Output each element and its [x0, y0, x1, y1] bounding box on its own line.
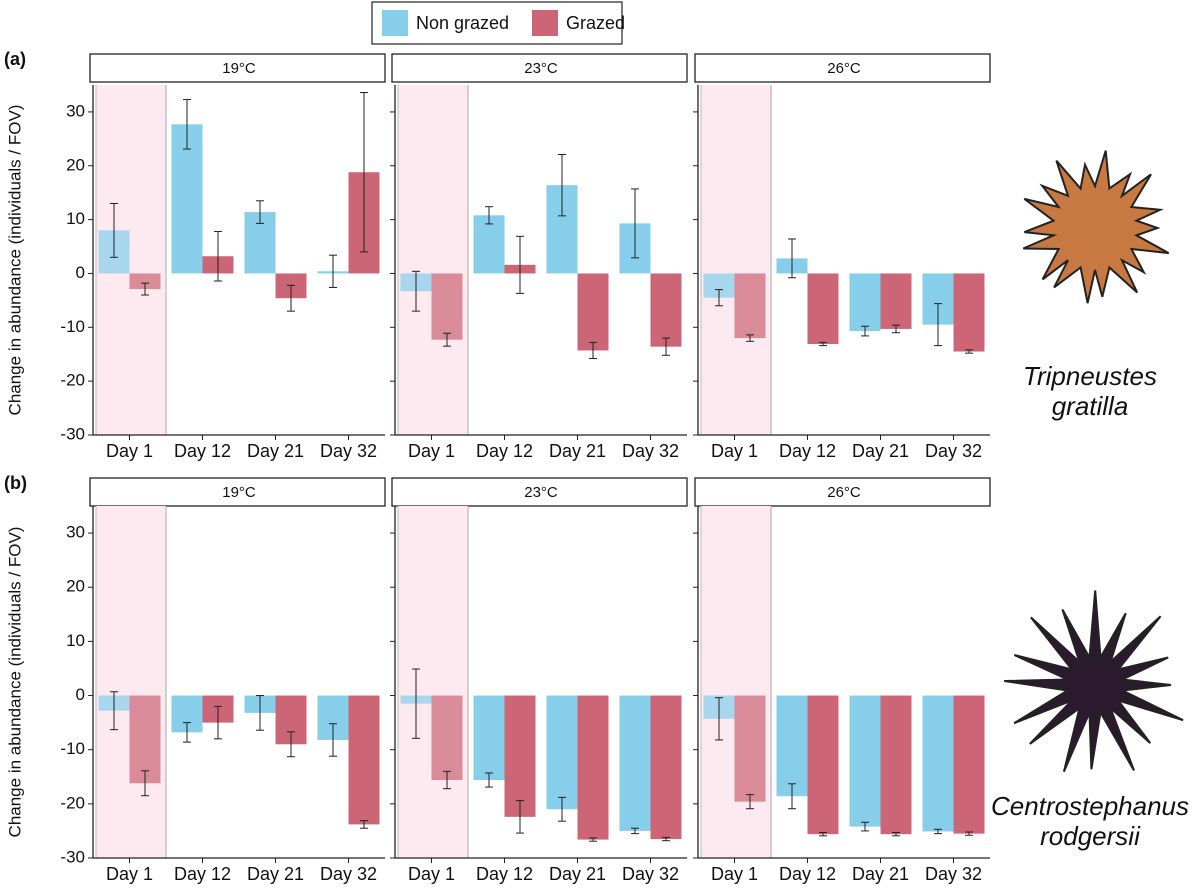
y-tick-label: 10 — [66, 209, 85, 228]
x-tick-label: Day 12 — [476, 441, 533, 461]
shade — [701, 85, 771, 435]
legend-label: Non grazed — [416, 13, 509, 33]
strip — [89, 477, 386, 507]
x-tick-label: Day 32 — [925, 441, 982, 461]
panel-title: 26°C — [827, 60, 861, 77]
panel-title: 19°C — [222, 484, 256, 501]
bar — [734, 273, 766, 339]
strip — [391, 477, 688, 507]
x-tick-label: Day 12 — [476, 864, 533, 884]
legend-swatch — [532, 10, 558, 36]
y-tick-label: 10 — [66, 631, 85, 650]
bar — [734, 695, 766, 802]
x-tick-label: Day 32 — [622, 441, 679, 461]
bar — [849, 273, 881, 332]
x-tick-label: Day 21 — [549, 864, 606, 884]
x-tick-label: Day 32 — [622, 864, 679, 884]
panel-label: (a) — [4, 49, 26, 69]
bar — [849, 695, 881, 827]
bar — [546, 695, 578, 810]
x-tick-label: Day 21 — [549, 441, 606, 461]
strip — [694, 53, 991, 83]
bar — [473, 215, 505, 274]
bar — [577, 273, 609, 351]
y-axis-label: Change in abundance (individuals / FOV) — [5, 527, 24, 838]
y-tick-label: -20 — [60, 371, 85, 390]
bar — [953, 273, 985, 352]
bar — [431, 273, 463, 340]
y-tick-label: 20 — [66, 577, 85, 596]
strip — [391, 53, 688, 83]
bar — [577, 695, 609, 840]
panel-title: 23°C — [524, 60, 558, 77]
x-tick-label: Day 21 — [247, 864, 304, 884]
x-tick-label: Day 32 — [925, 864, 982, 884]
x-tick-label: Day 12 — [779, 864, 836, 884]
y-tick-label: 30 — [66, 523, 85, 542]
y-tick-label: 20 — [66, 155, 85, 174]
x-tick-label: Day 1 — [408, 864, 455, 884]
bar — [504, 695, 536, 817]
y-tick-label: -20 — [60, 793, 85, 812]
bar — [922, 695, 954, 832]
strip — [694, 477, 991, 507]
x-tick-label: Day 21 — [852, 441, 909, 461]
bar — [650, 695, 682, 840]
species-name: Centrostephanus — [991, 791, 1189, 821]
panel-title: 19°C — [222, 60, 256, 77]
x-tick-label: Day 1 — [711, 864, 758, 884]
bar — [807, 273, 839, 344]
x-tick-label: Day 1 — [106, 864, 153, 884]
y-tick-label: -30 — [60, 424, 85, 443]
bar — [431, 695, 463, 781]
bar — [129, 695, 161, 784]
urchin — [1022, 150, 1170, 304]
species-name: rodgersii — [1040, 821, 1141, 851]
panel-label: (b) — [4, 473, 27, 493]
panel-title: 23°C — [524, 484, 558, 501]
bar — [776, 695, 808, 797]
x-tick-label: Day 1 — [408, 441, 455, 461]
urchin — [1004, 590, 1184, 773]
urchin-icons — [1004, 150, 1184, 773]
species-name: Tripneustes — [1023, 361, 1157, 391]
x-tick-label: Day 21 — [247, 441, 304, 461]
bar — [880, 695, 912, 835]
x-tick-label: Day 1 — [106, 441, 153, 461]
x-tick-label: Day 12 — [174, 441, 231, 461]
y-tick-label: -10 — [60, 739, 85, 758]
x-tick-label: Day 12 — [174, 864, 231, 884]
shade — [398, 506, 468, 858]
x-tick-label: Day 32 — [320, 864, 377, 884]
shade — [398, 85, 468, 435]
legend-box — [371, 1, 623, 45]
x-tick-label: Day 32 — [320, 441, 377, 461]
x-tick-label: Day 1 — [711, 441, 758, 461]
y-tick-label: 0 — [76, 263, 85, 282]
bar — [807, 695, 839, 835]
panel-title: 26°C — [827, 484, 861, 501]
legend-label: Grazed — [566, 13, 625, 33]
bar — [953, 695, 985, 834]
legend-swatch — [382, 10, 408, 36]
shade — [701, 506, 771, 858]
bar — [650, 273, 682, 347]
bar — [473, 695, 505, 781]
bar — [129, 273, 161, 290]
bar — [348, 695, 380, 825]
x-tick-label: Day 12 — [779, 441, 836, 461]
y-tick-label: -30 — [60, 847, 85, 866]
shade — [96, 506, 166, 858]
bar — [880, 273, 912, 329]
bar — [619, 695, 651, 831]
x-tick-label: Day 21 — [852, 864, 909, 884]
y-tick-label: -10 — [60, 317, 85, 336]
species-name: gratilla — [1052, 391, 1129, 421]
y-tick-label: 0 — [76, 685, 85, 704]
y-axis-label: Change in abundance (individuals / FOV) — [5, 105, 24, 416]
strip — [89, 53, 386, 83]
y-tick-label: 30 — [66, 101, 85, 120]
